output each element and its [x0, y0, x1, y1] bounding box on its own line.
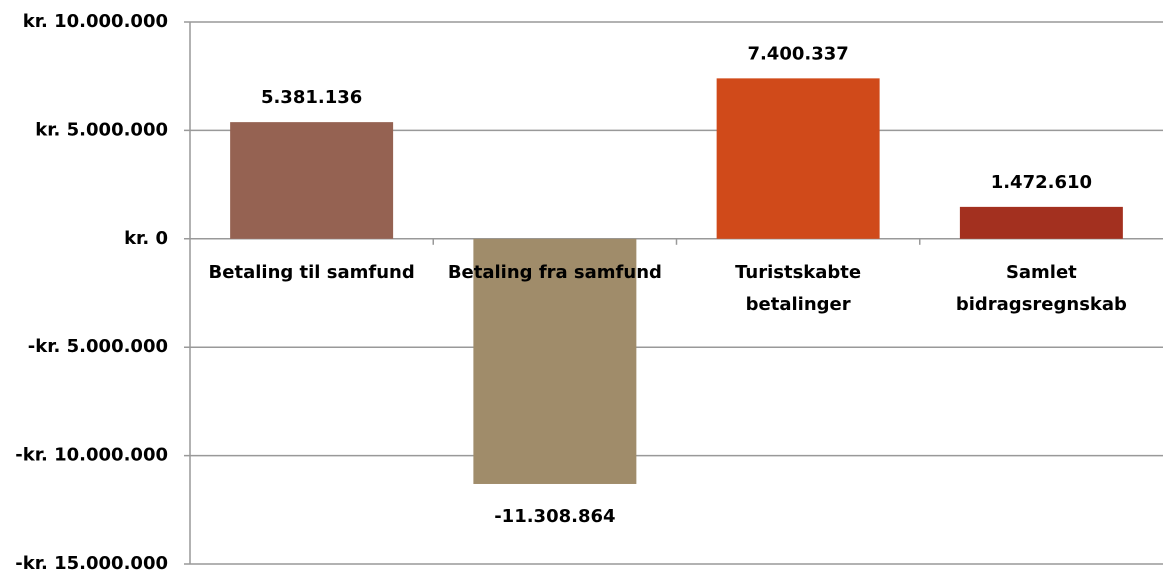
x-tick-label: Turistskabte betalinger	[735, 262, 861, 315]
bar	[473, 238, 637, 484]
y-tick-label: kr. 10.000.000	[23, 11, 168, 32]
y-tick-label: -kr. 15.000.000	[15, 553, 168, 574]
value-label: 5.381.136	[261, 87, 362, 108]
y-tick-label: -kr. 10.000.000	[15, 445, 168, 466]
y-tick-label: kr. 5.000.000	[35, 119, 168, 140]
x-tick-label: Betaling til samfund	[209, 262, 415, 283]
bar	[230, 122, 394, 239]
y-tick-label: -kr. 5.000.000	[28, 336, 168, 357]
bar	[959, 206, 1123, 239]
y-tick-label: kr. 0	[124, 228, 168, 249]
x-tick-label: Betaling fra samfund	[448, 262, 662, 283]
value-label: 7.400.337	[747, 43, 848, 64]
bar	[716, 78, 880, 239]
value-label: 1.472.610	[991, 172, 1092, 193]
x-tick-label: Samlet bidragsregnskab	[956, 262, 1127, 315]
value-label: -11.308.864	[494, 506, 615, 527]
